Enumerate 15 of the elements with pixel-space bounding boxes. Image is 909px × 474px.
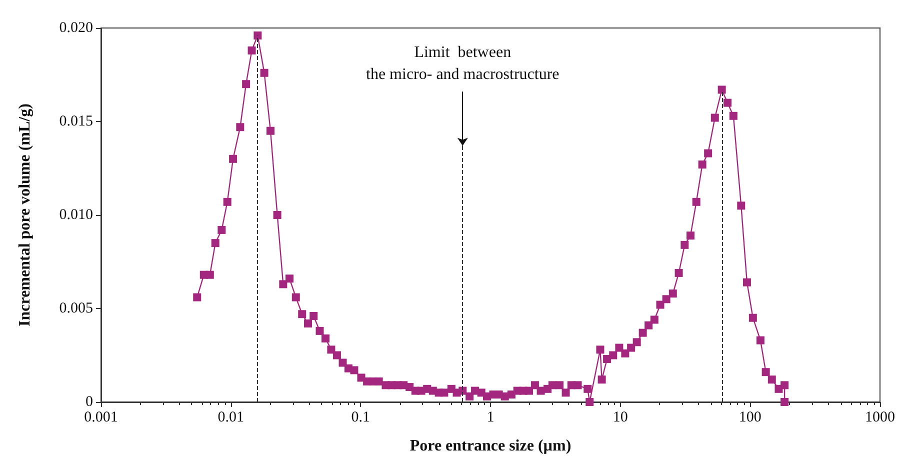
y-tick-label: 0 (86, 394, 93, 410)
x-axis-title: Pore entrance size (µm) (410, 438, 572, 454)
y-tick-label: 0.015 (59, 114, 93, 130)
x-tick-label: 1 (486, 410, 494, 426)
x-tick-label: 100 (738, 410, 762, 426)
y-axis-title: Incremental pore volume (mL/g) (16, 104, 34, 326)
annotation: Limit between the micro- and macrostructure (366, 44, 560, 84)
x-tick-label: 0.001 (84, 410, 118, 426)
x-tick-label: 10 (612, 410, 628, 426)
y-tick-label: 0.010 (59, 207, 93, 223)
x-tick-label: 1000 (865, 410, 895, 426)
y-tick-label: 0.005 (59, 300, 93, 316)
x-tick-label: 0.1 (351, 410, 370, 426)
x-tick-label: 0.01 (218, 410, 244, 426)
y-tick-label: 0.020 (59, 20, 93, 36)
